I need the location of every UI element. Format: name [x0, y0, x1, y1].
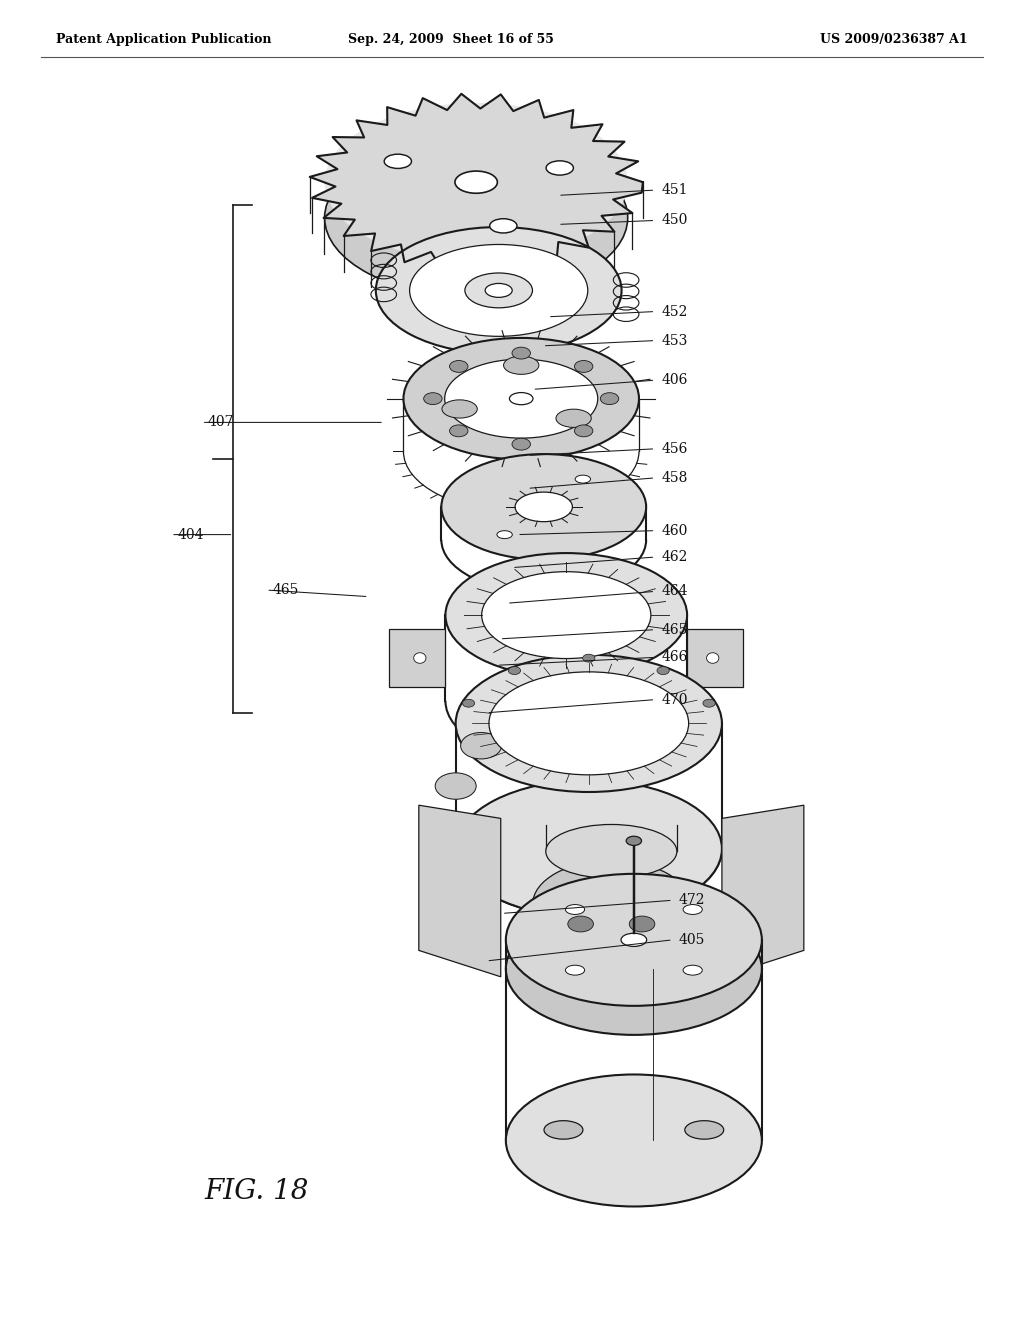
Ellipse shape: [575, 475, 591, 483]
Ellipse shape: [504, 356, 539, 375]
Ellipse shape: [657, 667, 670, 675]
Polygon shape: [419, 805, 501, 977]
Ellipse shape: [683, 965, 702, 975]
Ellipse shape: [463, 700, 475, 708]
Ellipse shape: [565, 904, 585, 915]
Ellipse shape: [707, 653, 719, 663]
Text: 466: 466: [662, 651, 688, 664]
Ellipse shape: [515, 492, 572, 521]
Text: 458: 458: [662, 471, 688, 484]
Ellipse shape: [465, 273, 532, 308]
Ellipse shape: [450, 425, 468, 437]
Ellipse shape: [546, 825, 677, 878]
Text: 453: 453: [662, 334, 688, 347]
Ellipse shape: [445, 553, 687, 677]
Text: Sep. 24, 2009  Sheet 16 of 55: Sep. 24, 2009 Sheet 16 of 55: [347, 33, 554, 46]
Text: 450: 450: [662, 214, 688, 227]
Ellipse shape: [489, 219, 517, 232]
Ellipse shape: [481, 572, 651, 659]
Ellipse shape: [685, 1121, 724, 1139]
Ellipse shape: [444, 359, 598, 438]
Ellipse shape: [683, 904, 702, 915]
Ellipse shape: [461, 733, 502, 759]
Ellipse shape: [544, 1121, 583, 1139]
Text: 464: 464: [662, 585, 688, 598]
Ellipse shape: [403, 338, 639, 459]
Ellipse shape: [627, 837, 641, 846]
Ellipse shape: [456, 780, 722, 917]
Ellipse shape: [702, 700, 715, 708]
Ellipse shape: [556, 409, 591, 428]
Text: 451: 451: [662, 183, 688, 197]
Ellipse shape: [488, 672, 688, 775]
Ellipse shape: [574, 360, 593, 372]
Polygon shape: [309, 94, 643, 271]
Ellipse shape: [441, 454, 646, 560]
Ellipse shape: [567, 916, 593, 932]
Ellipse shape: [565, 965, 585, 975]
Text: 407: 407: [208, 416, 234, 429]
Text: 452: 452: [662, 305, 688, 318]
Text: 456: 456: [662, 442, 688, 455]
Ellipse shape: [532, 861, 690, 948]
Ellipse shape: [455, 172, 498, 193]
FancyBboxPatch shape: [687, 628, 743, 686]
Ellipse shape: [456, 655, 722, 792]
Ellipse shape: [508, 667, 520, 675]
Ellipse shape: [424, 393, 442, 405]
Ellipse shape: [506, 1074, 762, 1206]
Text: 470: 470: [662, 693, 688, 706]
Ellipse shape: [435, 774, 476, 800]
Ellipse shape: [410, 244, 588, 337]
Ellipse shape: [510, 392, 532, 405]
Text: 404: 404: [177, 528, 204, 541]
Text: Patent Application Publication: Patent Application Publication: [56, 33, 271, 46]
Ellipse shape: [325, 103, 628, 261]
Ellipse shape: [629, 916, 655, 932]
Ellipse shape: [512, 347, 530, 359]
Ellipse shape: [600, 393, 618, 405]
Text: 406: 406: [662, 374, 688, 387]
Text: 465: 465: [662, 623, 688, 636]
Ellipse shape: [442, 400, 477, 418]
Text: 405: 405: [679, 933, 706, 946]
Text: 460: 460: [662, 524, 688, 537]
Ellipse shape: [583, 655, 595, 663]
Ellipse shape: [546, 161, 573, 176]
Ellipse shape: [414, 653, 426, 663]
Ellipse shape: [485, 284, 512, 297]
Text: US 2009/0236387 A1: US 2009/0236387 A1: [820, 33, 968, 46]
Ellipse shape: [574, 425, 593, 437]
FancyBboxPatch shape: [389, 628, 445, 686]
Ellipse shape: [384, 154, 412, 169]
Polygon shape: [722, 805, 804, 977]
Ellipse shape: [497, 531, 512, 539]
Ellipse shape: [621, 933, 647, 946]
Text: 472: 472: [679, 894, 706, 907]
Ellipse shape: [325, 139, 628, 297]
Ellipse shape: [450, 360, 468, 372]
Ellipse shape: [512, 438, 530, 450]
Ellipse shape: [506, 903, 762, 1035]
Text: 462: 462: [662, 550, 688, 564]
Ellipse shape: [506, 874, 762, 1006]
Text: FIG. 18: FIG. 18: [205, 1179, 309, 1205]
Ellipse shape: [376, 227, 622, 354]
Text: 465: 465: [272, 583, 299, 597]
